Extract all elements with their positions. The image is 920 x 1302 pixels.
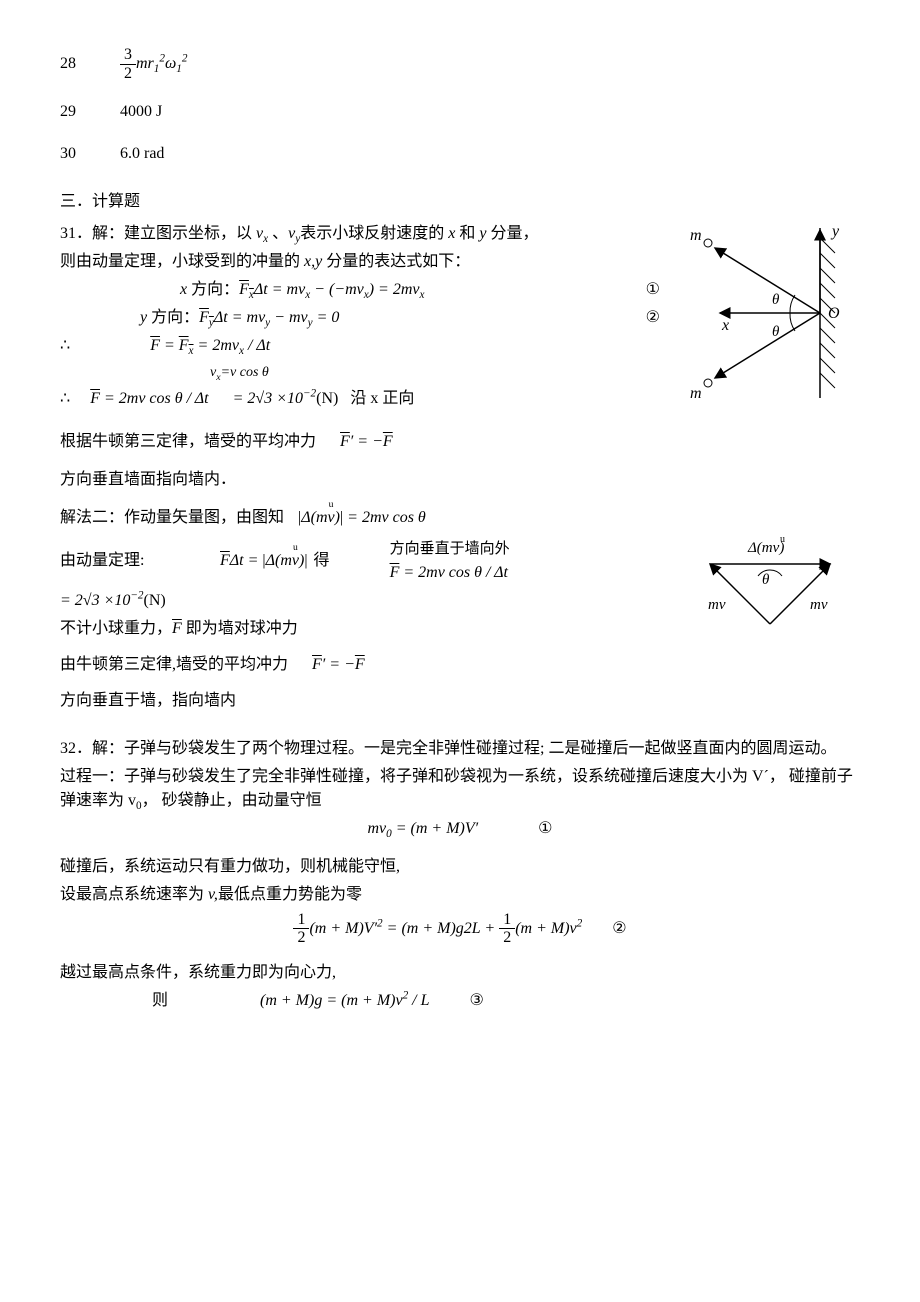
eq-body: F = 2mv cos θ / Δt = 2√3 ×10−2(N) [90, 387, 338, 411]
svg-text:mv: mv [708, 597, 726, 613]
svg-text:mv: mv [810, 597, 828, 613]
eq-row: 12(m + M)V′2 = (m + M)g2L + 12(m + M)v2 … [60, 911, 860, 947]
answer-num: 29 [60, 100, 120, 124]
then-label: 则 [60, 989, 260, 1013]
p31-newton3: 根据牛顿第三定律，墙受的平均冲力 F′ = −F [60, 430, 860, 454]
svg-text:θ: θ [772, 324, 780, 340]
eq-row: mv0 = (m + M)V′ ① [60, 817, 860, 841]
eq-body: 12(m + M)V′2 = (m + M)g2L + 12(m + M)v2 [293, 911, 582, 947]
eq-body: = 2√3 ×10−2(N) [60, 589, 680, 613]
svg-text:O: O [828, 305, 840, 322]
answer-row: 28 32mr12ω12 [60, 46, 860, 82]
eq-row: 则 (m + M)g = (m + M)v2 / L ③ [60, 989, 860, 1013]
eq-row: y 方向： FyΔt = mvy − mvy = 0 ② [60, 306, 660, 330]
eq-row: vx=v cos θ [60, 362, 660, 383]
svg-text:θ: θ [772, 292, 780, 308]
eq-body: F = Fx = 2mvx / Δt [90, 334, 270, 358]
p31-ignore-gravity: 不计小球重力，F 即为墙对球冲力 [60, 617, 680, 641]
p31-direction3: 方向垂直于墙，指向墙内 [60, 689, 680, 713]
p31-intro2: 则由动量定理，小球受到的冲量的 x,y 分量的表达式如下： [60, 250, 660, 274]
svg-text:Δ(mv): Δ(mv) [747, 540, 784, 556]
eq-num: ③ [470, 989, 484, 1013]
figure-momentum-triangle: Δ(mv) u θ mv mv [680, 534, 860, 652]
p32-intro: 32．解：子弹与砂袋发生了两个物理过程。一是完全非弹性碰撞过程; 二是碰撞后一起… [60, 737, 860, 761]
answer-num: 28 [60, 52, 120, 76]
p31-direction: 方向垂直墙面指向墙内． [60, 468, 860, 492]
answer-row: 29 4000 J [60, 100, 860, 124]
p31-intro: 31．解：建立图示坐标，以 vx 、vy表示小球反射速度的 x 和 y 分量， [60, 222, 660, 246]
eq-row: F = 2mv cos θ / Δt = 2√3 ×10−2(N) 沿 x 正向 [60, 387, 660, 411]
eq-body: FxΔt = mvx − (−mvx) = 2mvx [239, 278, 620, 302]
svg-text:m: m [690, 385, 702, 402]
p32-after: 碰撞后，系统运动只有重力做功，则机械能守恒, [60, 855, 860, 879]
answer-value: 6.0 rad [120, 142, 164, 166]
eq-row: 由动量定理: FΔt = Δ(mv) 得 方向垂直于墙向外 F = 2mv co… [60, 538, 680, 585]
svg-text:m: m [690, 227, 702, 244]
p31-method2: 解法二：作动量矢量图，由图知 Δ(mv) = 2mv cos θ [60, 506, 860, 530]
p32-proc1: 过程一：子弹与砂袋发生了完全非弹性碰撞，将子弹和砂袋视为一系统，设系统碰撞后速度… [60, 765, 860, 813]
eq-num: ① [620, 278, 660, 302]
eq-row: F = Fx = 2mvx / Δt [60, 334, 660, 358]
p31-method2-block: 由动量定理: FΔt = Δ(mv) 得 方向垂直于墙向外 F = 2mv co… [60, 534, 860, 717]
figure-reflection-diagram: y x O m m θ θ [660, 218, 860, 416]
eq-body: F = 2mv cos θ / Δt [390, 561, 510, 585]
therefore-symbol [60, 387, 90, 411]
eq-body: (m + M)g = (m + M)v2 / L [260, 989, 430, 1013]
section-title: 三．计算题 [60, 190, 860, 214]
svg-text:u: u [780, 534, 785, 545]
answer-value: 4000 J [120, 100, 162, 124]
eq-num: ① [538, 817, 552, 841]
therefore-symbol [60, 334, 90, 358]
eq-num: ② [612, 917, 626, 941]
eq-label: x 方向： [180, 278, 239, 302]
eq-num: ② [620, 306, 660, 330]
answer-row: 30 6.0 rad [60, 142, 860, 166]
svg-text:y: y [830, 223, 840, 240]
svg-text:x: x [721, 317, 729, 334]
eq-note: 沿 x 正向 [338, 387, 414, 411]
svg-text:θ: θ [762, 572, 770, 588]
direction-note: 方向垂直于墙向外 [390, 538, 510, 561]
eq-row: x 方向： FxΔt = mvx − (−mvx) = 2mvx ① [60, 278, 660, 302]
eq-body: vx=v cos θ [210, 362, 269, 383]
eq-label: 由动量定理: [60, 549, 220, 573]
eq-body: FyΔt = mvy − mvy = 0 [199, 306, 620, 330]
p31-newton3b: 由牛顿第三定律,墙受的平均冲力 F′ = −F [60, 653, 680, 677]
eq-body: mv0 = (m + M)V′ [368, 817, 479, 841]
p32-topcond: 越过最高点条件，系统重力即为向心力, [60, 961, 860, 985]
eq-body: FΔt = Δ(mv) [220, 549, 308, 573]
p32-setv: 设最高点系统速率为 v,最低点重力势能为零 [60, 883, 860, 907]
answer-num: 30 [60, 142, 120, 166]
problem-31-block: 31．解：建立图示坐标，以 vx 、vy表示小球反射速度的 x 和 y 分量， … [60, 218, 860, 416]
answer-expr: 32mr12ω12 [120, 46, 187, 82]
eq-label: y 方向： [140, 306, 199, 330]
